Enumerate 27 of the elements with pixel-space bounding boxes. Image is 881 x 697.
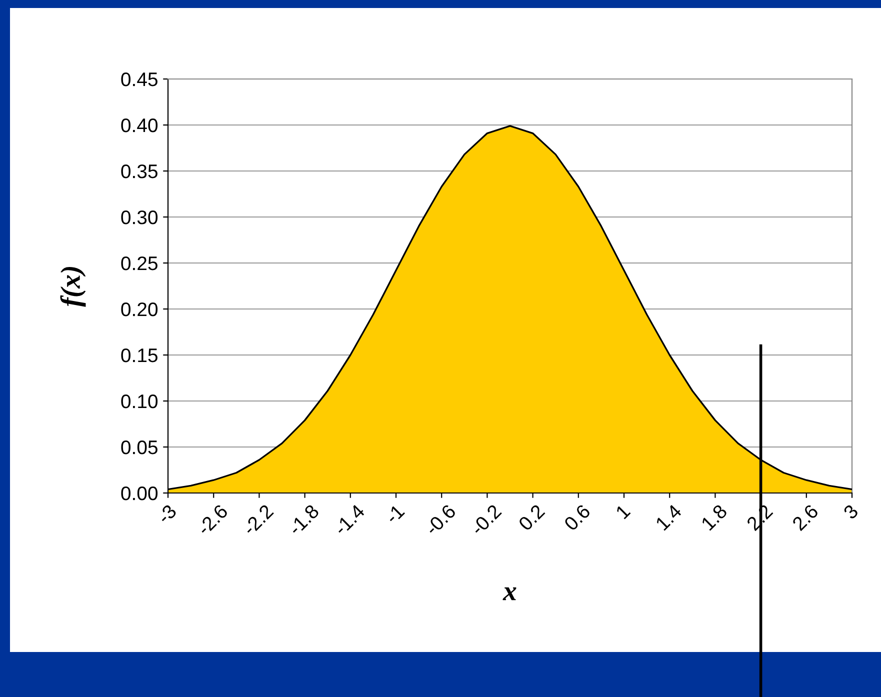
x-tick-label: 0.6 bbox=[563, 504, 592, 532]
y-tick-label: 0.00 bbox=[121, 486, 158, 500]
y-tick-label: 0.05 bbox=[121, 440, 158, 454]
y-tick-label: 0.20 bbox=[121, 302, 158, 316]
x-tick-label: 1 bbox=[615, 504, 631, 520]
x-tick-label: -1.4 bbox=[333, 504, 366, 536]
y-tick-label: 0.15 bbox=[121, 348, 158, 362]
x-tick-label: -1 bbox=[384, 504, 405, 524]
y-axis-title: f(x) bbox=[60, 266, 86, 307]
x-tick-label: 3 bbox=[842, 504, 859, 520]
x-tick-label: -1.8 bbox=[288, 504, 320, 536]
y-tick-label: 0.25 bbox=[121, 256, 158, 270]
y-tick-label: 0.45 bbox=[121, 72, 158, 86]
x-tick-label: 0.2 bbox=[518, 504, 546, 532]
x-tick-label: -3 bbox=[156, 504, 178, 524]
x-tick-label: -2.6 bbox=[196, 504, 229, 536]
x-tick-label: 2.6 bbox=[791, 504, 820, 532]
x-tick-label: 1.8 bbox=[700, 504, 728, 531]
x-tick-label: -0.6 bbox=[424, 504, 457, 536]
x-tick-label: 1.4 bbox=[655, 504, 682, 531]
y-tick-label: 0.30 bbox=[121, 210, 158, 224]
x-axis-title: x bbox=[502, 587, 516, 600]
x-tick-label: -2.2 bbox=[242, 504, 274, 536]
y-tick-label: 0.40 bbox=[121, 118, 158, 132]
y-tick-label: 0.35 bbox=[121, 164, 158, 178]
x-tick-label: -0.2 bbox=[470, 504, 502, 536]
y-tick-label: 0.10 bbox=[121, 394, 158, 408]
